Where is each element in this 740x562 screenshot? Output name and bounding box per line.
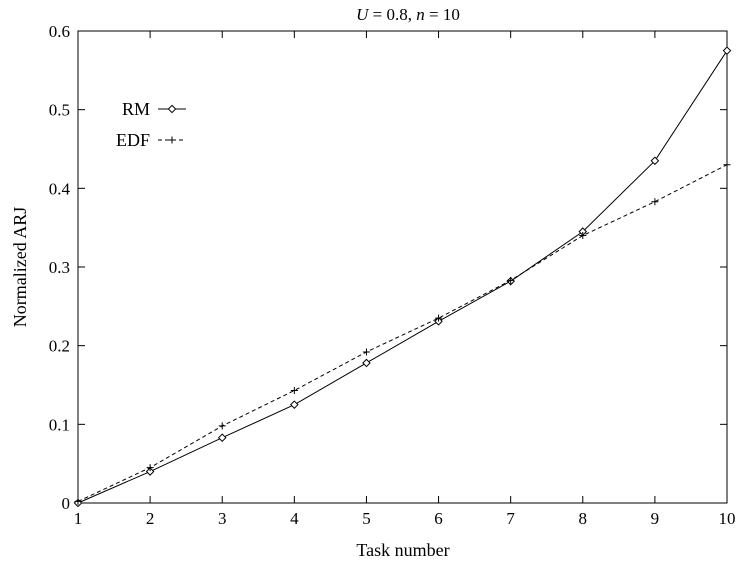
x-tick-label: 2 (146, 509, 155, 528)
data-point-edf (435, 314, 443, 322)
x-tick-label: 4 (290, 509, 299, 528)
x-tick-label: 1 (74, 509, 83, 528)
x-tick-label: 6 (434, 509, 443, 528)
title-end: = 10 (425, 5, 460, 24)
x-tick-labels: 1 2 3 4 5 6 7 8 9 10 (74, 509, 736, 528)
data-point-rm (362, 358, 371, 368)
y-tick-label: 0.2 (49, 337, 70, 356)
chart-title: U = 0.8, n = 10 (356, 5, 460, 24)
data-point-rm (217, 433, 227, 443)
x-axis-label: Task number (356, 540, 449, 560)
data-point-rm (290, 400, 299, 409)
data-point-edf (723, 161, 731, 169)
y-tick-label: 0.3 (49, 258, 70, 277)
series-rm (73, 46, 732, 508)
data-point-edf (507, 276, 515, 284)
y-tick-label: 0.5 (49, 101, 70, 120)
data-point-rm (145, 467, 155, 476)
data-point-edf (74, 497, 82, 505)
y-tick-label: 0.4 (49, 179, 71, 198)
y-tick-label: 0 (62, 494, 71, 513)
legend-marker-rm (167, 104, 177, 114)
data-point-edf (651, 198, 659, 206)
x-tick-label: 9 (651, 509, 660, 528)
x-tick-label: 8 (579, 509, 588, 528)
data-point-edf (146, 464, 154, 472)
data-point-rm (722, 46, 732, 55)
data-point-edf (290, 387, 298, 395)
legend: RM EDF (116, 99, 186, 150)
title-var-u: U (356, 5, 370, 24)
series-line-rm (77, 50, 728, 504)
series-layer (73, 46, 732, 508)
axis-ticks (78, 31, 727, 503)
y-tick-label: 0.6 (49, 22, 70, 41)
legend-label-edf: EDF (116, 130, 150, 150)
y-tick-labels: 0 0.1 0.2 0.3 0.4 0.5 0.6 (49, 22, 71, 513)
data-point-edf (218, 422, 226, 430)
x-tick-label: 3 (218, 509, 227, 528)
legend-label-rm: RM (122, 99, 150, 119)
plot-frame (77, 30, 728, 504)
series-edf (74, 161, 731, 505)
x-tick-label: 5 (362, 509, 371, 528)
title-mid: = 0.8, (368, 5, 416, 24)
x-tick-label: 10 (719, 509, 736, 528)
y-axis-label: Normalized ARJ (10, 207, 30, 327)
y-tick-label: 0.1 (49, 415, 70, 434)
data-point-rm (650, 156, 660, 166)
series-line-edf (77, 164, 728, 502)
x-tick-label: 7 (506, 509, 515, 528)
data-point-edf (362, 348, 370, 356)
data-point-edf (579, 232, 587, 240)
legend-marker-edf (168, 136, 176, 144)
title-var-n: n (416, 5, 425, 24)
